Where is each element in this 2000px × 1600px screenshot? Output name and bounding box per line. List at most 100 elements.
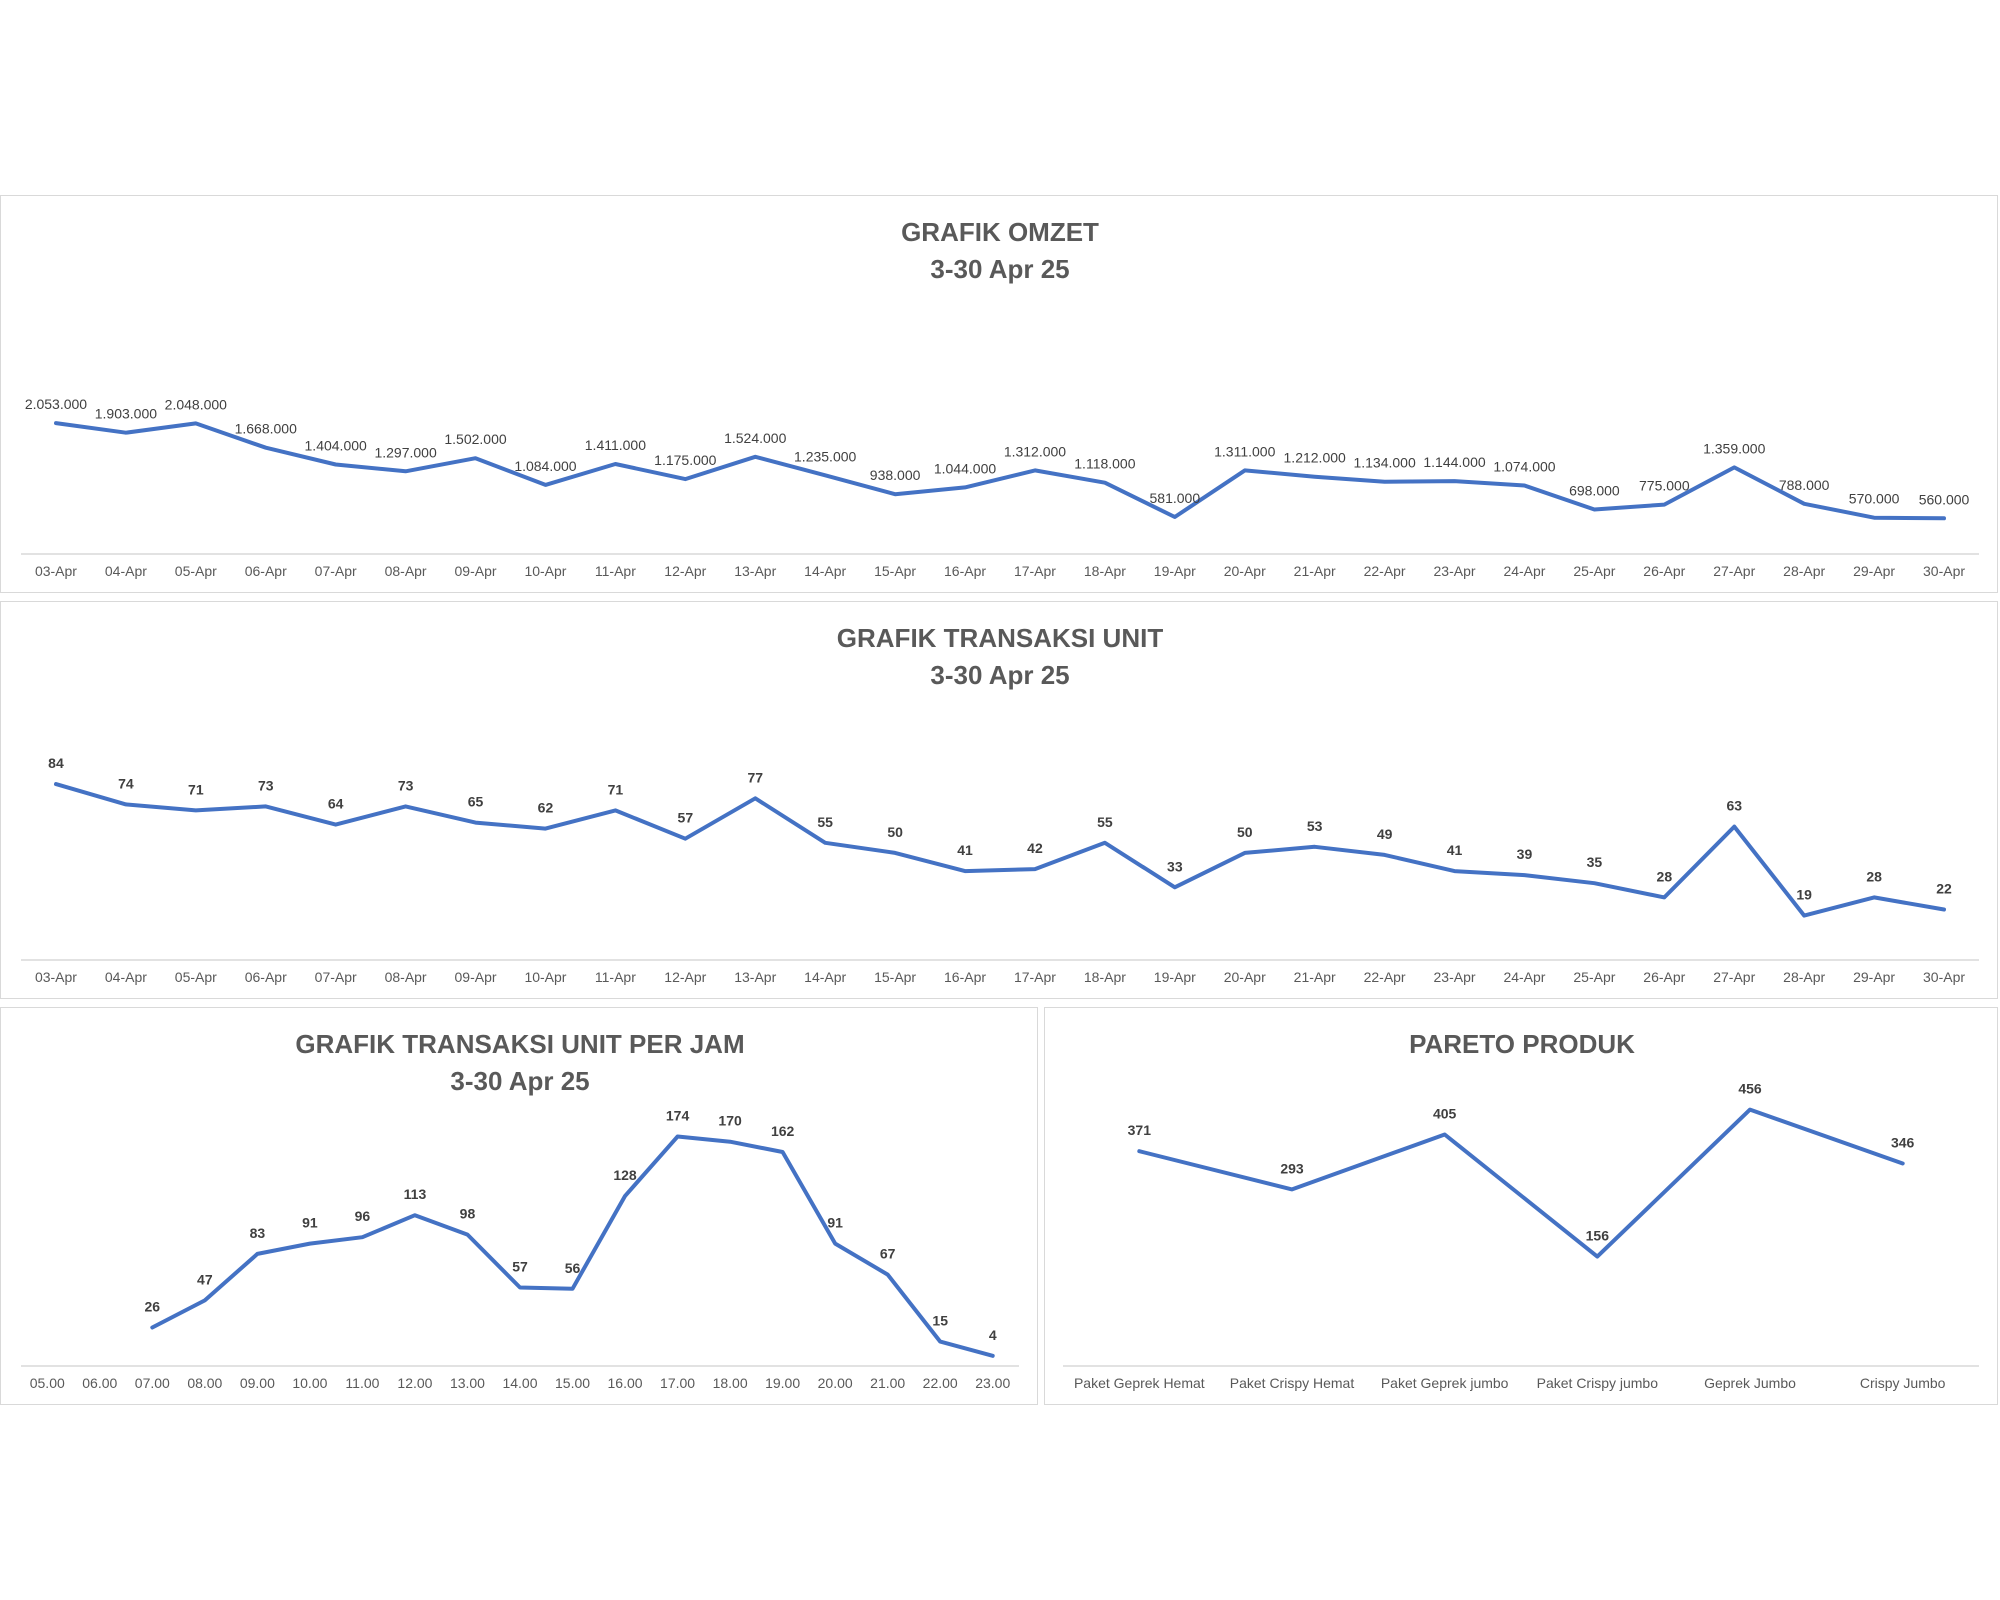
x-tick-label: 23.00 — [975, 1375, 1010, 1391]
chart-transaksi: GRAFIK TRANSAKSI UNIT 3-30 Apr 25 03-Apr 04… — [21, 623, 1979, 985]
x-tick-label: 23-Apr — [1434, 563, 1476, 579]
x-tick-label: Paket Crispy jumbo — [1537, 1375, 1659, 1391]
data-label: 174 — [666, 1108, 690, 1124]
data-label: 570.000 — [1849, 491, 1900, 507]
chart-title: GRAFIK OMZET — [901, 217, 1099, 247]
chart-panel-omzet: GRAFIK OMZET 3-30 Apr 25 03-Apr 04-Apr 05-Ap… — [0, 195, 1998, 593]
x-tick-label: 24-Apr — [1503, 563, 1545, 579]
x-tick-label: 03-Apr — [35, 563, 77, 579]
x-tick-label: 17-Apr — [1014, 969, 1056, 985]
data-label: 42 — [1027, 840, 1043, 856]
data-label: 28 — [1657, 868, 1673, 884]
data-label: 64 — [328, 796, 344, 812]
x-tick-label: 03-Apr — [35, 969, 77, 985]
x-tick-label: 28-Apr — [1783, 563, 1825, 579]
x-tick-label: 07-Apr — [315, 563, 357, 579]
data-label: 22 — [1936, 881, 1952, 897]
data-label: 33 — [1167, 858, 1183, 874]
x-tick-label: 15-Apr — [874, 563, 916, 579]
data-label: 456 — [1738, 1081, 1762, 1097]
x-tick-label: 22-Apr — [1364, 969, 1406, 985]
data-label: 26 — [145, 1298, 161, 1314]
x-tick-label: Paket Crispy Hemat — [1230, 1375, 1355, 1391]
x-tick-label: 08-Apr — [385, 563, 427, 579]
data-label: 41 — [957, 842, 973, 858]
data-label: 1.311.000 — [1214, 443, 1275, 459]
data-label: 19 — [1796, 887, 1812, 903]
data-label: 1.044.000 — [934, 460, 996, 476]
data-label: 346 — [1891, 1134, 1915, 1150]
x-tick-label: 17-Apr — [1014, 563, 1056, 579]
data-label: 55 — [1097, 814, 1113, 830]
x-tick-label: 20-Apr — [1224, 563, 1266, 579]
x-tick-label: 13.00 — [450, 1375, 485, 1391]
data-label: 49 — [1377, 826, 1393, 842]
data-label: 1.502.000 — [444, 431, 506, 447]
x-tick-label: 25-Apr — [1573, 563, 1615, 579]
series-line — [54, 782, 1946, 918]
x-tick-label: 11-Apr — [595, 969, 636, 985]
data-label: 47 — [197, 1271, 213, 1287]
x-tick-label: 15.00 — [555, 1375, 590, 1391]
data-label: 57 — [678, 810, 694, 826]
x-tick-label: 16-Apr — [944, 563, 986, 579]
data-label: 98 — [460, 1206, 476, 1222]
x-tick-label: 30-Apr — [1923, 969, 1965, 985]
data-label: 1.297.000 — [374, 444, 436, 460]
data-label: 1.235.000 — [794, 448, 856, 464]
x-tick-label: 07-Apr — [315, 969, 357, 985]
x-tick-label: 23-Apr — [1434, 969, 1476, 985]
data-label: 1.411.000 — [585, 437, 646, 453]
x-tick-label: 19-Apr — [1154, 969, 1196, 985]
data-label: 73 — [258, 777, 274, 793]
x-tick-label: 19-Apr — [1154, 563, 1196, 579]
data-label: 41 — [1447, 842, 1463, 858]
data-label: 62 — [538, 800, 554, 816]
x-tick-label: 20.00 — [818, 1375, 853, 1391]
data-label: 71 — [188, 781, 204, 797]
x-tick-label: Geprek Jumbo — [1704, 1375, 1796, 1391]
data-label: 1.134.000 — [1353, 455, 1415, 471]
chart-subtitle: 3-30 Apr 25 — [450, 1066, 589, 1096]
data-label: 1.144.000 — [1423, 454, 1485, 470]
data-label: 96 — [355, 1208, 371, 1224]
chart-panel-transaksi: GRAFIK TRANSAKSI UNIT 3-30 Apr 25 03-Apr 04… — [0, 601, 1998, 999]
x-tick-label: 08-Apr — [385, 969, 427, 985]
chart-omzet: GRAFIK OMZET 3-30 Apr 25 03-Apr 04-Apr 05-Ap… — [21, 217, 1979, 579]
data-label: 1.118.000 — [1074, 456, 1135, 472]
x-tick-label: 22-Apr — [1364, 563, 1406, 579]
data-label: 1.668.000 — [235, 421, 297, 437]
data-label: 91 — [302, 1215, 318, 1231]
x-tick-label: 09-Apr — [455, 969, 497, 985]
x-tick-label: 20-Apr — [1224, 969, 1266, 985]
x-tick-label: 21-Apr — [1294, 563, 1336, 579]
chart-title: GRAFIK TRANSAKSI UNIT — [837, 623, 1164, 653]
x-tick-label: 12-Apr — [664, 563, 706, 579]
chart-title: PARETO PRODUK — [1409, 1029, 1635, 1059]
x-tick-label: 29-Apr — [1853, 563, 1895, 579]
data-label: 1.903.000 — [95, 406, 157, 422]
x-tick-label: 19.00 — [765, 1375, 800, 1391]
x-tick-label: 11.00 — [345, 1375, 379, 1391]
data-label: 57 — [512, 1258, 528, 1274]
data-label: 50 — [887, 824, 903, 840]
data-label: 4 — [989, 1327, 997, 1343]
data-label: 560.000 — [1919, 491, 1970, 507]
x-tick-label: 21.00 — [870, 1375, 905, 1391]
x-tick-label: 10.00 — [292, 1375, 327, 1391]
data-label: 1.312.000 — [1004, 443, 1066, 459]
data-label: 162 — [771, 1123, 795, 1139]
data-label: 35 — [1587, 854, 1603, 870]
x-tick-label: 18-Apr — [1084, 969, 1126, 985]
data-label: 788.000 — [1779, 477, 1830, 493]
x-tick-label: 14.00 — [502, 1375, 537, 1391]
chart-subtitle: 3-30 Apr 25 — [930, 254, 1069, 284]
data-label: 71 — [608, 781, 624, 797]
x-tick-label: 05-Apr — [175, 563, 217, 579]
x-tick-label: 09.00 — [240, 1375, 275, 1391]
data-label: 77 — [747, 769, 763, 785]
x-tick-label: 24-Apr — [1503, 969, 1545, 985]
x-tick-label: 16.00 — [608, 1375, 643, 1391]
x-tick-label: 25-Apr — [1573, 969, 1615, 985]
x-tick-label: 16-Apr — [944, 969, 986, 985]
